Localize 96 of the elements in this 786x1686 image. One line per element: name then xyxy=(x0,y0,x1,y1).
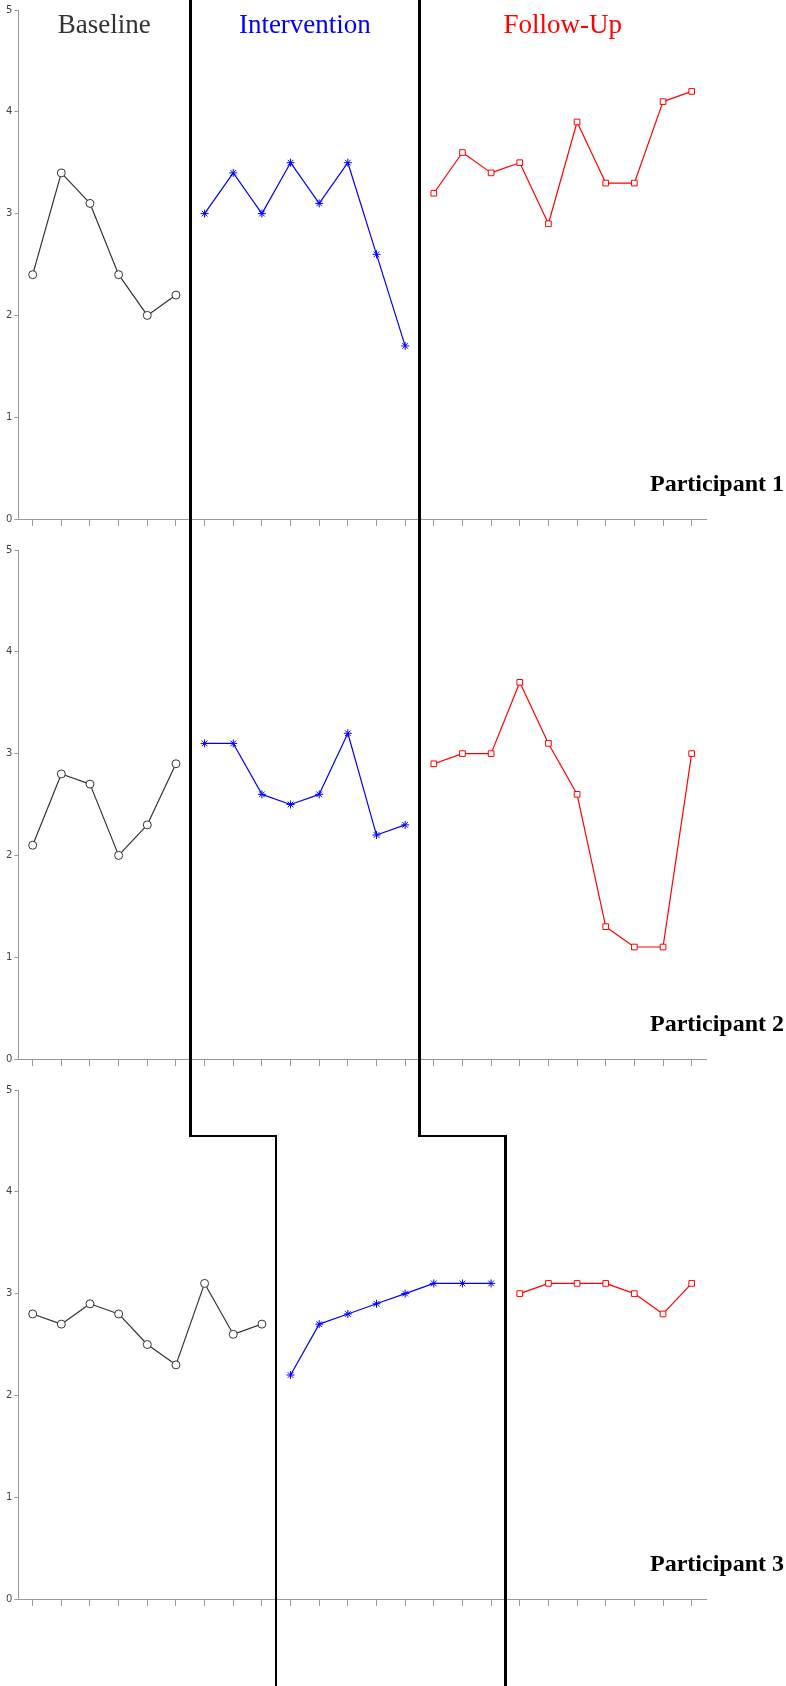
point xyxy=(487,169,495,177)
point xyxy=(171,1360,181,1370)
point xyxy=(430,189,438,197)
annotation: Participant 1 xyxy=(650,470,784,497)
point xyxy=(114,850,124,860)
point xyxy=(688,88,695,95)
point xyxy=(286,800,296,809)
point xyxy=(200,209,210,219)
point xyxy=(228,738,238,748)
point xyxy=(516,159,524,167)
point xyxy=(114,1309,124,1319)
point xyxy=(314,198,324,208)
point xyxy=(171,759,181,769)
point xyxy=(85,198,95,208)
point xyxy=(228,168,238,178)
point xyxy=(200,738,210,748)
y-tick-label: 3 xyxy=(5,207,13,219)
point xyxy=(200,1278,210,1288)
point xyxy=(516,679,524,686)
point xyxy=(631,1290,638,1297)
point xyxy=(142,820,152,830)
point xyxy=(459,750,466,757)
point xyxy=(573,1280,581,1287)
y-tick-label: 1 xyxy=(5,1490,13,1502)
y-tick-label: 0 xyxy=(5,1052,13,1064)
point xyxy=(171,290,181,300)
point xyxy=(429,1278,439,1288)
point xyxy=(486,1278,496,1288)
point xyxy=(286,1370,296,1380)
point xyxy=(545,220,552,228)
y-tick-label: 4 xyxy=(5,105,13,117)
y-tick-label: 2 xyxy=(5,308,13,320)
point xyxy=(459,149,466,156)
point xyxy=(400,341,410,351)
point xyxy=(257,789,267,799)
y-tick-label: 5 xyxy=(5,543,13,555)
point xyxy=(430,760,438,768)
point xyxy=(28,840,38,850)
point xyxy=(28,270,38,280)
point xyxy=(228,1329,238,1339)
point xyxy=(659,98,667,105)
point xyxy=(28,1309,38,1319)
text: Follow-Up xyxy=(503,8,622,39)
point xyxy=(314,789,324,799)
point xyxy=(372,1299,382,1309)
point xyxy=(457,1278,467,1288)
text: Intervention xyxy=(238,8,372,39)
point xyxy=(602,179,610,187)
point xyxy=(343,158,353,168)
annotation: Participant 3 xyxy=(650,1550,784,1577)
point xyxy=(516,1290,524,1297)
y-tick-label: 2 xyxy=(5,1388,13,1400)
point xyxy=(85,1299,95,1309)
point xyxy=(631,179,638,187)
point xyxy=(257,1319,267,1329)
point xyxy=(372,249,382,259)
y-tick-label: 1 xyxy=(5,950,13,962)
point xyxy=(400,820,410,830)
point xyxy=(688,750,695,757)
text: Baseline xyxy=(57,8,151,39)
point xyxy=(286,158,296,168)
point xyxy=(372,830,382,840)
point xyxy=(56,769,66,779)
point xyxy=(659,943,667,951)
point xyxy=(56,168,66,178)
y-tick-label: 4 xyxy=(5,645,13,657)
point xyxy=(602,923,610,930)
point xyxy=(573,790,581,798)
y-tick-label: 3 xyxy=(5,1287,13,1299)
y-tick-label: 3 xyxy=(5,747,13,759)
point xyxy=(688,1280,695,1287)
point xyxy=(487,750,495,757)
y-tick-label: 1 xyxy=(5,410,13,422)
point xyxy=(343,1309,353,1319)
point xyxy=(659,1310,667,1318)
point xyxy=(573,118,581,126)
point xyxy=(142,1340,152,1349)
y-tick-label: 5 xyxy=(5,1083,13,1095)
y-tick-label: 0 xyxy=(5,1592,13,1604)
point xyxy=(142,310,152,320)
point xyxy=(56,1319,66,1329)
point xyxy=(631,943,638,951)
point xyxy=(314,1319,324,1329)
point xyxy=(85,779,95,789)
y-tick-label: 0 xyxy=(5,512,13,524)
point xyxy=(602,1280,610,1287)
point xyxy=(114,270,124,280)
point xyxy=(545,740,552,747)
y-tick-label: 5 xyxy=(5,3,13,15)
y-tick-label: 4 xyxy=(5,1185,13,1197)
point xyxy=(257,209,267,219)
annotation: Participant 2 xyxy=(650,1010,784,1037)
point xyxy=(545,1280,552,1287)
y-tick-label: 2 xyxy=(5,848,13,860)
point xyxy=(343,728,353,738)
point xyxy=(400,1289,410,1299)
